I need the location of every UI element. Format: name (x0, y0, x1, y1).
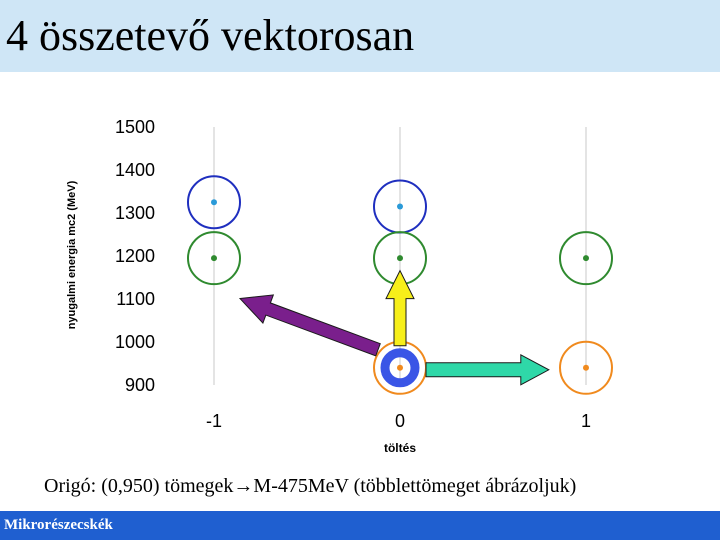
origin-inner-ring (380, 348, 420, 388)
y-tick-label: 1000 (115, 332, 155, 352)
y-tick-label: 900 (125, 375, 155, 395)
data-point (211, 199, 217, 206)
y-tick-label: 1200 (115, 246, 155, 266)
y-tick-labels: 900 1000 1100 1200 1300 1400 1500 (115, 117, 155, 395)
orange-ring (559, 340, 613, 395)
y-tick-label: 1300 (115, 203, 155, 223)
data-point (397, 255, 403, 262)
x-tick-label: 0 (395, 411, 405, 431)
caption: Origó: (0,950) tömegek→M-475MeV (többlet… (44, 475, 577, 497)
x-axis-label: töltés (384, 441, 416, 455)
data-point (211, 255, 217, 262)
purple-arrow (238, 294, 381, 357)
footer-label: Mikrorészecskék (4, 517, 113, 533)
vector-arrows (238, 269, 550, 386)
x-tick-label: -1 (206, 411, 222, 431)
y-tick-label: 1400 (115, 160, 155, 180)
title-bar (0, 0, 720, 72)
blue-ring (187, 175, 241, 230)
yellow-arrow (385, 269, 415, 347)
slide-title: 4 összetevő vektorosan (6, 11, 415, 60)
green-ring (187, 231, 241, 286)
y-axis-label: nyugalmi energia mc2 (MeV) (66, 180, 78, 329)
x-tick-label: 1 (581, 411, 591, 431)
data-point (583, 364, 589, 371)
y-tick-label: 1100 (116, 289, 155, 309)
x-tick-labels: -1 0 1 (206, 411, 591, 431)
green-ring (559, 231, 613, 286)
data-points (211, 199, 589, 371)
footer-bar: Mikrorészecskék (0, 511, 720, 540)
data-point (397, 364, 403, 371)
teal-arrow (425, 353, 550, 386)
data-point (583, 255, 589, 262)
data-point (397, 203, 403, 210)
y-tick-label: 1500 (115, 117, 155, 137)
